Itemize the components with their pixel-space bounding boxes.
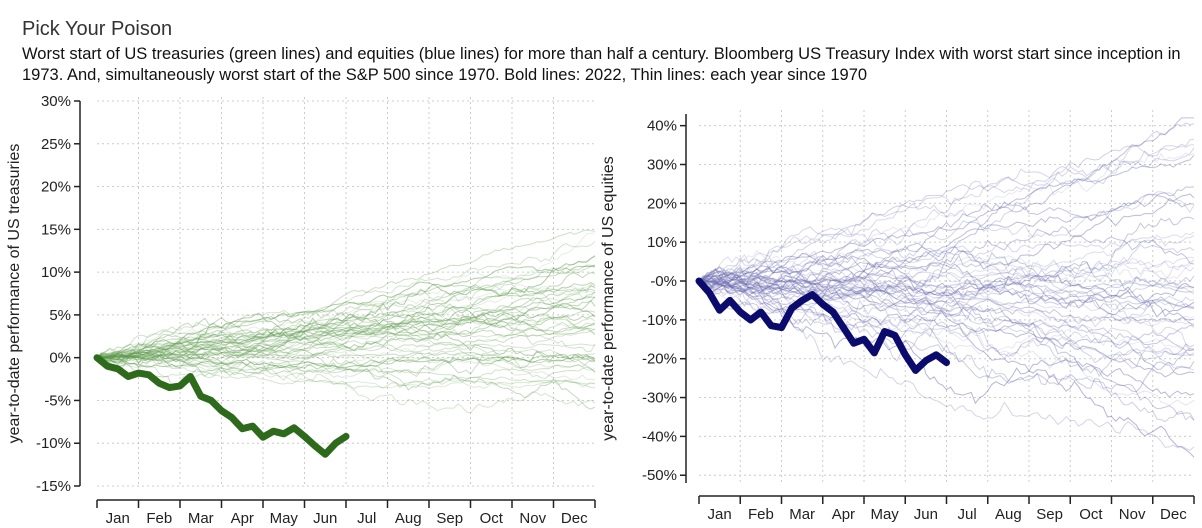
thin-year-line (96, 357, 596, 390)
thin-year-line (96, 336, 596, 360)
thin-year-line (96, 232, 596, 361)
x-tick-label: Mar (188, 510, 214, 527)
thin-year-line (96, 312, 596, 365)
thin-year-line (96, 281, 596, 359)
thin-year-line (96, 303, 596, 360)
y-tick-label: -5% (44, 392, 71, 409)
y-tick-label: 0% (49, 350, 71, 367)
y-tick-label: 10% (41, 264, 71, 281)
x-tick-label: Nov (519, 510, 546, 527)
thin-year-line (96, 352, 596, 379)
x-tick-label: Apr (231, 510, 254, 527)
thin-year-line (96, 355, 596, 389)
x-tick-label: Jul (357, 510, 376, 527)
thin-year-line (96, 229, 596, 360)
thin-year-line (96, 282, 596, 359)
y-tick-label: 15% (41, 221, 71, 238)
x-tick-label: Aug (395, 510, 422, 527)
x-tick-label: Jun (313, 510, 337, 527)
thin-year-line (96, 283, 596, 364)
thin-year-line (96, 311, 596, 359)
y-tick-label: -10% (36, 435, 71, 452)
thin-year-line (96, 311, 596, 359)
thin-year-line (96, 291, 596, 366)
x-tick-label: Feb (146, 510, 172, 527)
x-tick-label: May (270, 510, 299, 527)
thin-year-line (96, 324, 596, 359)
thin-year-line (96, 315, 596, 369)
thin-year-line (96, 285, 596, 359)
thin-year-line (96, 353, 596, 390)
thin-year-line (96, 325, 596, 359)
thin-year-line (96, 296, 596, 364)
thin-year-line (96, 255, 596, 359)
thin-year-line (96, 351, 596, 410)
x-axis: Jan Feb Mar Apr May Jun Jul Aug Sep Oct Nov Dec (96, 499, 596, 527)
y-axis: 30% 25% 20% 15% 10% 5% 0% -5% -10% -15% (36, 93, 81, 495)
thin-year-line (96, 272, 596, 361)
x-tick-label: Jan (106, 510, 130, 527)
y-tick-label: -15% (36, 478, 71, 495)
chart-subtitle: Worst start of US treasuries (green line… (22, 45, 1181, 84)
y-tick-label: 25% (41, 136, 71, 153)
y-tick-label: 30% (41, 93, 71, 110)
thin-year-line (96, 350, 596, 364)
thin-year-line (96, 328, 596, 359)
gridlines (97, 97, 595, 487)
y-axis-title: year-to-date performance of US treasurie… (6, 144, 23, 444)
thin-year-line (96, 265, 596, 360)
thin-year-line (96, 303, 596, 370)
thin-year-line (96, 342, 596, 380)
thin-year-line (96, 241, 596, 363)
thin-year-line (97, 296, 596, 359)
thin-year-line (96, 288, 596, 361)
thin-year-line (97, 255, 596, 359)
thin-year-line (96, 353, 596, 387)
x-tick-label: Sep (436, 510, 463, 527)
thin-year-line (96, 285, 596, 359)
thin-year-line (96, 299, 596, 368)
thin-year-line (96, 310, 596, 360)
thin-year-line (96, 316, 596, 367)
series-line-2022 (93, 354, 350, 458)
thin-year-line (96, 343, 595, 361)
chart-title: Pick Your Poison (22, 18, 173, 40)
thin-year-line (96, 349, 596, 381)
thin-year-line (96, 357, 596, 414)
thin-year-lines (96, 229, 596, 414)
thin-year-line (96, 264, 596, 359)
x-tick-label: Oct (480, 510, 504, 527)
thin-year-line (96, 291, 596, 361)
y-tick-label: 20% (41, 179, 71, 196)
thin-year-line (96, 324, 596, 360)
thin-year-line (96, 355, 596, 369)
thin-year-line (96, 311, 596, 365)
y-tick-label: 5% (49, 307, 71, 324)
thin-year-line (96, 352, 596, 370)
x-tick-label: Dec (561, 510, 588, 527)
thin-year-line (96, 264, 596, 361)
